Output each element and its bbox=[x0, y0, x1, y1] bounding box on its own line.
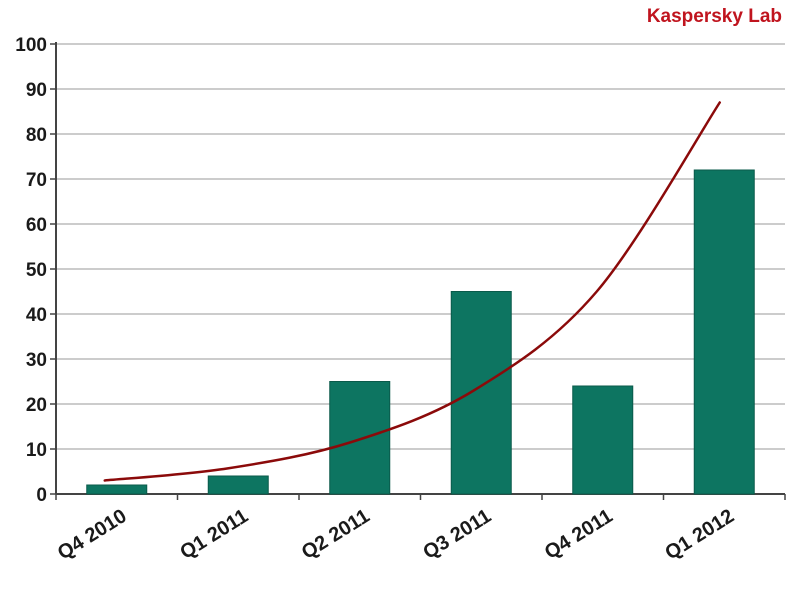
bar bbox=[86, 484, 148, 495]
x-tick-label: Q1 2011 bbox=[176, 505, 252, 564]
x-tick-labels: Q4 2010 Q1 2011 Q2 2011 Q3 2011 Q4 2011 Q1 20… bbox=[54, 505, 738, 564]
axes bbox=[55, 42, 785, 495]
x-tick-label: Q4 2010 bbox=[54, 505, 131, 564]
bar bbox=[329, 381, 391, 495]
x-tick-label: Q2 2011 bbox=[298, 505, 374, 564]
trend-line bbox=[103, 101, 721, 482]
y-tick-labels: 0 10 20 30 40 50 60 70 80 90 100 bbox=[15, 35, 47, 506]
y-tick-label: 100 bbox=[15, 35, 47, 56]
y-tick-label: 10 bbox=[26, 440, 47, 461]
y-tick-label: 20 bbox=[26, 395, 47, 416]
y-tick-label: 90 bbox=[26, 80, 47, 101]
y-tick-label: 80 bbox=[26, 125, 47, 146]
grid-lines bbox=[50, 43, 786, 500]
bar bbox=[207, 475, 269, 495]
x-tick-label: Q3 2011 bbox=[419, 505, 495, 564]
y-tick-label: 50 bbox=[26, 260, 47, 281]
y-tick-label: 30 bbox=[26, 350, 47, 371]
x-tick-label: Q4 2011 bbox=[541, 505, 617, 564]
bar bbox=[450, 291, 512, 495]
trend-line-path bbox=[103, 101, 721, 482]
y-tick-label: 0 bbox=[36, 485, 47, 506]
y-tick-label: 70 bbox=[26, 170, 47, 191]
bar bbox=[572, 385, 634, 495]
x-tick-label: Q1 2012 bbox=[661, 505, 738, 564]
y-tick-label: 60 bbox=[26, 215, 47, 236]
y-tick-label: 40 bbox=[26, 305, 47, 326]
bars bbox=[86, 169, 755, 495]
bar bbox=[693, 169, 755, 495]
kaspersky-lab-watermark: Kaspersky Lab bbox=[647, 6, 782, 27]
